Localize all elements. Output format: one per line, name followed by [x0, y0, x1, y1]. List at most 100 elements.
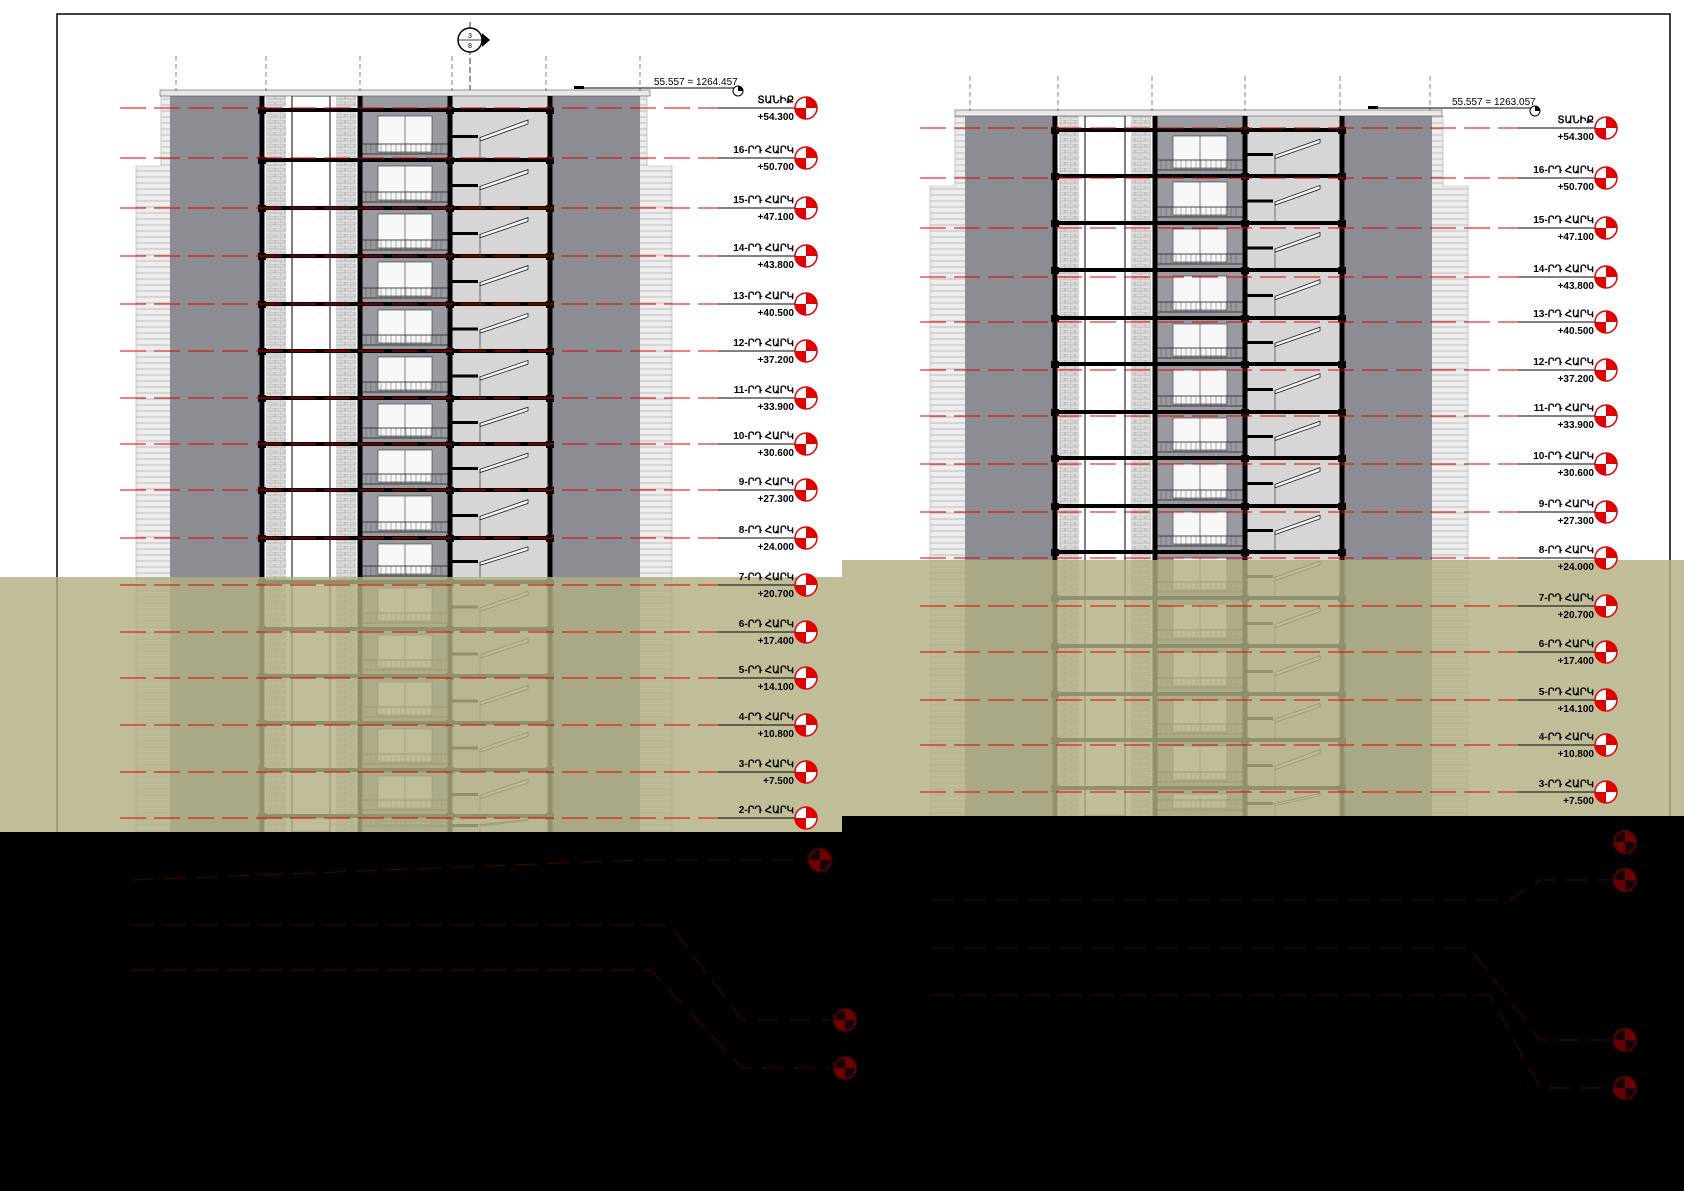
- left-landing: [452, 560, 478, 563]
- level-value: +24.000: [1558, 562, 1595, 573]
- level-name: 3-ՐԴ ՀԱՐԿ: [739, 759, 794, 770]
- right-landing: [1247, 435, 1273, 438]
- level-name: 6-ՐԴ ՀԱՐԿ: [739, 619, 794, 630]
- left-landing: [452, 232, 478, 235]
- level-marker-icon: [1594, 500, 1618, 524]
- level-marker-icon: [794, 339, 818, 363]
- left-landing: [452, 421, 478, 424]
- level-name: 10-ՐԴ ՀԱՐԿ: [1533, 451, 1594, 462]
- level-name: 13-ՐԴ ՀԱՐԿ: [733, 291, 794, 302]
- right-floor-slab: [1055, 550, 1342, 554]
- level-name: 5-ՐԴ ՀԱՐԿ: [1539, 687, 1594, 698]
- dark-overlay-right: [842, 816, 1684, 1191]
- level-marker-icon: [1594, 594, 1618, 618]
- level-value: +30.600: [758, 448, 795, 459]
- lower-level-marker-icon: [808, 848, 832, 872]
- left-floor-slab: [262, 158, 550, 162]
- left-landing: [452, 280, 478, 283]
- left-landing: [452, 467, 478, 470]
- level-value: +20.700: [758, 589, 795, 600]
- level-marker-icon: [794, 96, 818, 120]
- level-marker-icon: [1594, 358, 1618, 382]
- left-level-markers: ՏԱՆԻՔ +54.300 16-ՐԴ ՀԱՐԿ +50.700 15-ՐԴ ՀԱՐԿ +…: [120, 95, 818, 830]
- right-floor-slab: [1055, 456, 1342, 460]
- lower-level-leader: [131, 859, 830, 881]
- level-name: 12-ՐԴ ՀԱՐԿ: [733, 338, 794, 349]
- level-name: 16-ՐԴ ՀԱՐԿ: [733, 145, 794, 156]
- elevation-label-left: 55.557 = 1264.457: [654, 77, 738, 88]
- right-landing: [1247, 199, 1273, 203]
- ground-tint-right: [842, 560, 1684, 816]
- level-value: +17.400: [758, 636, 795, 647]
- lower-level-leaders: [131, 830, 1637, 1100]
- level-marker-icon: [794, 478, 818, 502]
- level-value: +7.500: [1563, 796, 1594, 807]
- level-marker-icon: [794, 713, 818, 737]
- lower-level-marker-icon: [1613, 830, 1637, 854]
- right-floor-slab: [1055, 268, 1342, 272]
- right-floor-slab: [1055, 316, 1342, 320]
- right-landing: [1247, 294, 1273, 297]
- level-marker-icon: [794, 292, 818, 316]
- level-name: 9-ՐԴ ՀԱՐԿ: [1539, 499, 1594, 510]
- left-parapet: [159, 89, 651, 97]
- ground-tint-left: [0, 577, 842, 833]
- level-name: 9-ՐԴ ՀԱՐԿ: [739, 477, 794, 488]
- left-landing: [452, 327, 478, 331]
- level-marker-icon: [1594, 216, 1618, 240]
- level-marker-icon: [1594, 640, 1618, 664]
- level-value: +17.400: [1558, 656, 1595, 667]
- left-structural-wall: [547, 96, 553, 832]
- level-value: +33.900: [1558, 420, 1595, 431]
- level-marker-icon: [794, 526, 818, 550]
- level-value: +24.000: [758, 542, 795, 553]
- level-name: ՏԱՆԻՔ: [1558, 115, 1594, 126]
- lower-level-marker-icon: [833, 1056, 857, 1080]
- level-marker-icon: [794, 196, 818, 220]
- section-marker-top: 3: [468, 33, 472, 40]
- level-name: 11-ՐԴ ՀԱՐԿ: [1534, 403, 1594, 414]
- level-value: +54.300: [758, 112, 795, 123]
- dark-overlay-left: [0, 832, 842, 1191]
- right-landing: [1247, 341, 1273, 344]
- level-name: 8-ՐԴ ՀԱՐԿ: [739, 525, 794, 536]
- lower-level-leader: [932, 994, 1628, 1089]
- level-name: 6-ՐԴ ՀԱՐԿ: [1539, 639, 1594, 650]
- level-name: 15-ՐԴ ՀԱՐԿ: [733, 195, 794, 206]
- lower-level-leader: [132, 924, 830, 1021]
- right-floor-slab: [1055, 174, 1342, 178]
- lower-level-marker-icon: [833, 1008, 857, 1032]
- right-structural-wall: [1339, 116, 1345, 816]
- left-landing: [452, 135, 478, 138]
- elevation-label-right: 55.557 = 1263.057: [1452, 97, 1536, 108]
- level-value: +30.600: [1558, 468, 1595, 479]
- left-structural-wall: [447, 96, 453, 832]
- level-marker-icon: [794, 666, 818, 690]
- level-marker-icon: [1594, 688, 1618, 712]
- left-landing: [452, 184, 478, 187]
- level-name: 4-ՐԴ ՀԱՐԿ: [739, 712, 794, 723]
- left-structural-wall: [357, 96, 363, 832]
- level-marker-icon: [794, 806, 818, 830]
- level-name: ՏԱՆԻՔ: [758, 95, 794, 106]
- right-structural-wall: [1052, 116, 1058, 816]
- level-value: +43.800: [1558, 281, 1595, 292]
- level-name: 13-ՐԴ ՀԱՐԿ: [1533, 309, 1594, 320]
- level-marker-icon: [794, 573, 818, 597]
- level-value: +40.500: [1558, 326, 1595, 337]
- right-landing: [1247, 529, 1273, 532]
- right-structural-wall: [1152, 116, 1158, 816]
- level-value: +50.700: [758, 162, 795, 173]
- level-marker-icon: [1594, 546, 1618, 570]
- level-marker-icon: [794, 244, 818, 268]
- lower-level-leader: [132, 969, 830, 1069]
- level-marker-icon: [1594, 733, 1618, 757]
- level-value: +50.700: [1558, 182, 1595, 193]
- elevation-tag-right: 55.557 = 1263.057: [1368, 97, 1541, 117]
- level-marker-icon: [1594, 166, 1618, 190]
- left-landing: [452, 374, 478, 378]
- lower-level-leader: [932, 947, 1628, 1041]
- level-name: 15-ՐԴ ՀԱՐԿ: [1533, 215, 1594, 226]
- level-name: 2-ՐԴ ՀԱՐԿ: [739, 805, 794, 816]
- level-marker-icon: [1594, 780, 1618, 804]
